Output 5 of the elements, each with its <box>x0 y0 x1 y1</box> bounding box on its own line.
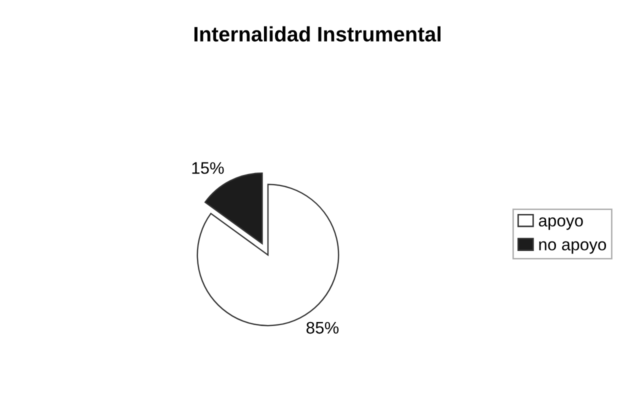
legend-label: no apoyo <box>539 241 606 254</box>
chart-title: Internalidad Instrumental <box>194 26 440 42</box>
legend-label: apoyo <box>538 217 583 230</box>
data-label: 15% <box>192 162 224 174</box>
data-label: 85% <box>306 322 339 334</box>
